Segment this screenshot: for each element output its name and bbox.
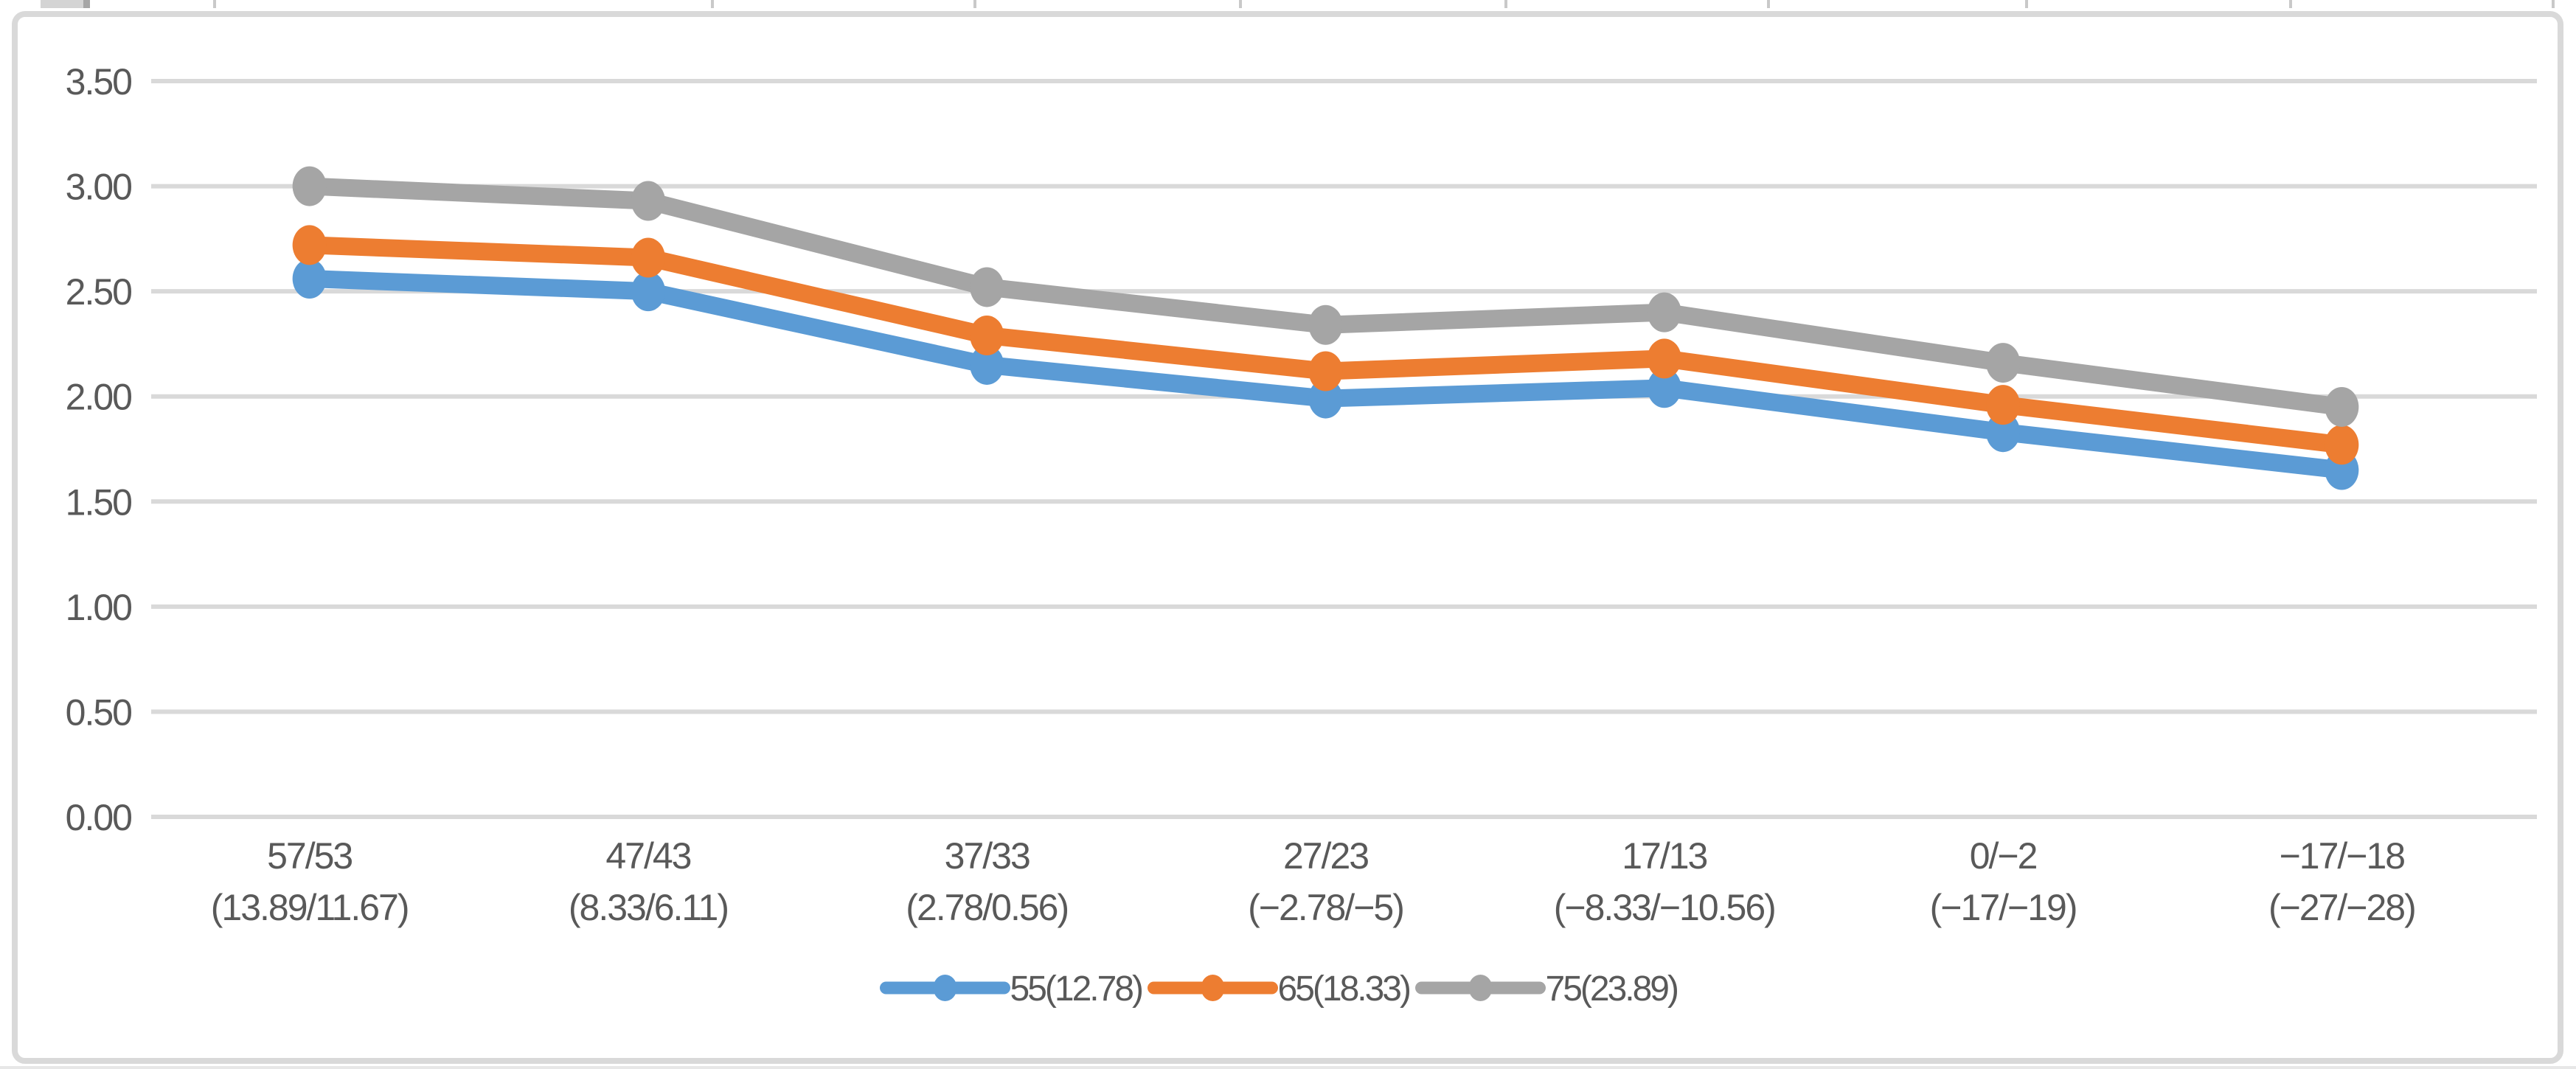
x-tick-label: 27/23 (−2.78/−5) — [1248, 835, 1403, 928]
legend-item[interactable]: 75(23.89) — [1415, 969, 1680, 1009]
x-tick-label-line2: (−8.33/−10.56) — [1554, 887, 1775, 928]
data-point-marker[interactable] — [1308, 351, 1343, 391]
x-tick-label: 47/43 (8.33/6.11) — [569, 835, 728, 928]
y-tick-label: 1.00 — [66, 587, 132, 628]
x-tick-label-line1: 27/23 — [1283, 835, 1368, 877]
data-point-marker[interactable] — [1308, 378, 1343, 419]
x-tick-label-line1: −17/−18 — [2280, 835, 2405, 877]
x-tick-label-line2: (−17/−19) — [1930, 887, 2077, 928]
data-point-marker[interactable] — [1647, 292, 1681, 332]
data-point-marker[interactable] — [2325, 386, 2359, 427]
data-point-marker[interactable] — [1986, 343, 2021, 383]
x-tick-label-line2: (−27/−28) — [2268, 887, 2415, 928]
y-tick-label: 0.00 — [66, 797, 132, 838]
x-tick-label-line1: 0/−2 — [1970, 835, 2037, 877]
y-tick-label: 2.50 — [66, 271, 132, 313]
spreadsheet-column-gridline — [1239, 0, 1242, 8]
spreadsheet-column-gridline — [973, 0, 976, 8]
data-point-marker[interactable] — [1308, 304, 1343, 345]
x-tick-label-line2: (2.78/0.56) — [906, 887, 1068, 928]
x-tick-label-line2: (−2.78/−5) — [1248, 887, 1403, 928]
data-point-marker[interactable] — [631, 181, 665, 221]
data-point-marker[interactable] — [631, 271, 665, 312]
x-tick-label: 37/33 (2.78/0.56) — [906, 835, 1068, 928]
legend-label: 65(18.33) — [1278, 969, 1410, 1009]
data-point-marker[interactable] — [292, 225, 327, 265]
x-tick-label-line2: (8.33/6.11) — [569, 887, 728, 928]
data-point-marker[interactable] — [970, 344, 1004, 385]
x-tick-label-line2: (13.89/11.67) — [211, 887, 409, 928]
legend-item[interactable]: 65(18.33) — [1148, 969, 1412, 1009]
data-point-marker[interactable] — [292, 166, 327, 206]
spreadsheet-column-gridline — [2289, 0, 2292, 8]
data-point-marker[interactable] — [1647, 368, 1681, 408]
spreadsheet-column-gridline — [213, 0, 216, 8]
spreadsheet-column-gridline — [1767, 0, 1770, 8]
x-tick-label-line1: 37/33 — [945, 835, 1030, 877]
data-point-marker[interactable] — [1647, 338, 1681, 379]
x-tick-label: 57/53 (13.89/11.67) — [211, 835, 409, 928]
x-tick-label-line1: 57/53 — [267, 835, 352, 877]
y-tick-label: 3.00 — [66, 167, 132, 208]
legend-label: 55(12.78) — [1010, 969, 1142, 1009]
spreadsheet-column-gridline — [2552, 0, 2555, 8]
data-point-marker[interactable] — [970, 316, 1004, 356]
y-tick-label: 2.00 — [66, 377, 132, 418]
data-point-marker[interactable] — [1986, 385, 2021, 425]
spreadsheet-cell-box — [41, 0, 90, 8]
x-tick-label: 0/−2 (−17/−19) — [1930, 835, 2077, 928]
legend-item[interactable]: 55(12.78) — [880, 969, 1145, 1009]
x-tick-label-line1: 47/43 — [605, 835, 690, 877]
spreadsheet-column-gridline — [2025, 0, 2028, 8]
legend-marker — [1468, 975, 1493, 1001]
data-point-marker[interactable] — [292, 259, 327, 299]
x-tick-label: 17/13 (−8.33/−10.56) — [1554, 835, 1775, 928]
x-tick-label: −17/−18 (−27/−28) — [2268, 835, 2415, 928]
spreadsheet-column-gridline — [711, 0, 714, 8]
data-point-marker[interactable] — [2325, 425, 2359, 465]
legend-label: 75(23.89) — [1546, 969, 1678, 1009]
legend-marker — [1201, 975, 1225, 1001]
y-tick-label: 3.50 — [66, 61, 132, 102]
spreadsheet-bottom-strip — [0, 1066, 2576, 1069]
spreadsheet-column-gridline — [1504, 0, 1507, 8]
y-tick-label: 0.50 — [66, 692, 132, 733]
legend-marker — [933, 975, 957, 1001]
x-tick-label-line1: 17/13 — [1622, 835, 1707, 877]
y-tick-label: 1.50 — [66, 481, 132, 523]
data-point-marker[interactable] — [631, 237, 665, 278]
data-point-marker[interactable] — [1986, 412, 2021, 453]
data-point-marker[interactable] — [970, 267, 1004, 307]
